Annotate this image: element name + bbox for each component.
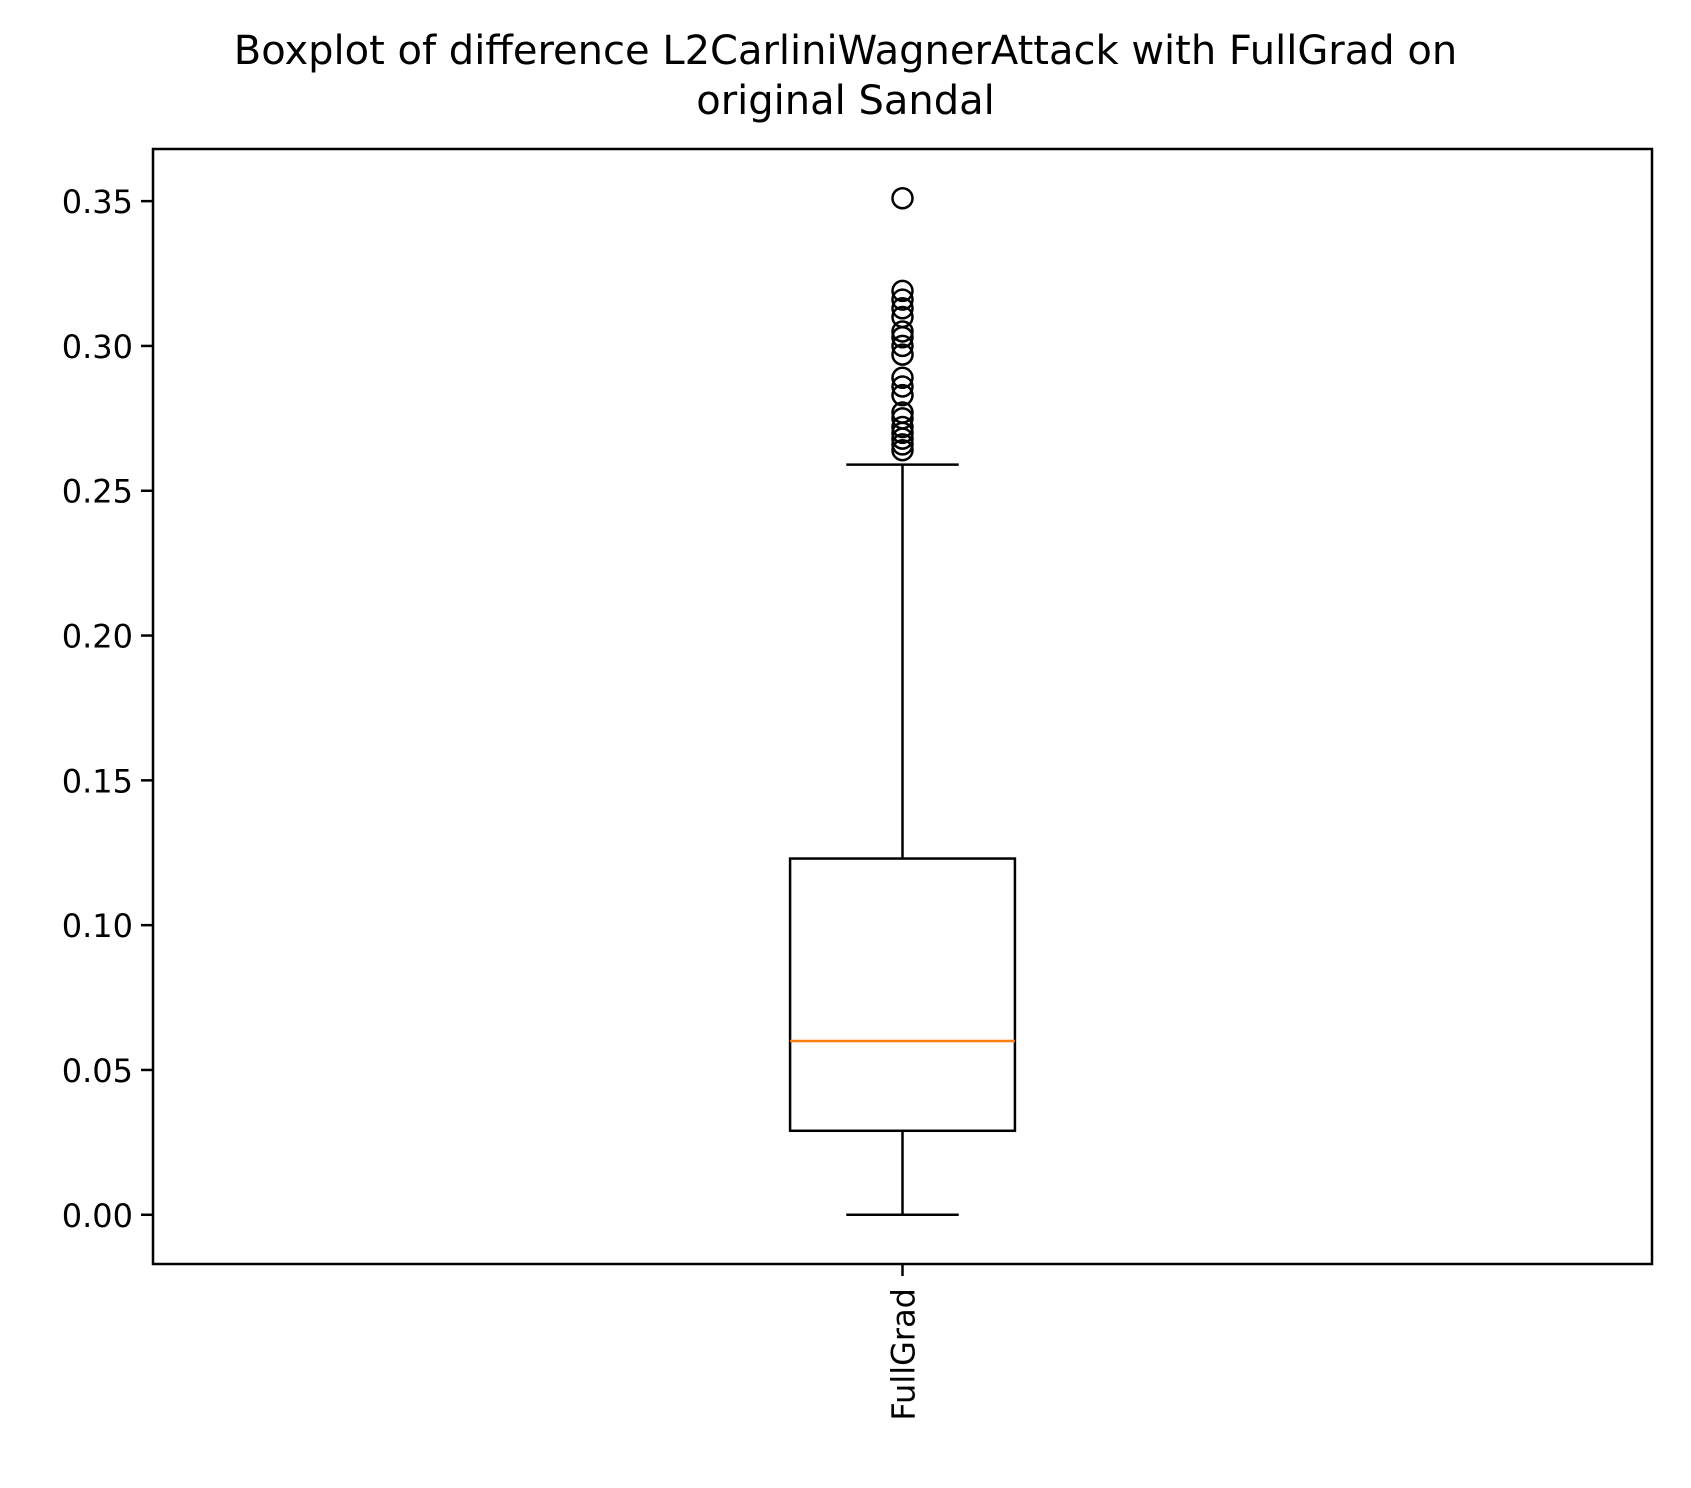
axes-frame [151, 147, 1654, 1266]
y-tick-label: 0.00 [62, 1197, 133, 1235]
outlier-point [891, 415, 914, 439]
outlier-point [891, 320, 914, 343]
outlier-point [891, 343, 914, 366]
outlier-point [891, 375, 914, 398]
y-tick-label: 0.25 [62, 473, 133, 511]
outlier-point [891, 334, 914, 358]
outlier-point [891, 279, 914, 303]
box-iqr [788, 857, 1017, 1133]
outlier-point [891, 438, 914, 462]
y-tick-label: 0.30 [62, 328, 133, 366]
y-axis: 0.00 0.05 0.10 0.15 0.20 0.25 0.30 0.35 [62, 183, 153, 1235]
outlier-point [891, 383, 914, 407]
chart-title-line-1: Boxplot of difference L2CarliniWagnerAtt… [233, 28, 1458, 74]
outlier-point [891, 366, 914, 390]
x-tick-label: FullGrad [885, 1288, 923, 1421]
outlier-point [891, 401, 914, 424]
x-axis: FullGrad [885, 1264, 923, 1421]
y-tick-label: 0.15 [62, 762, 133, 800]
chart-title-line-2: original Sandal [696, 78, 995, 124]
outlier-point [891, 407, 914, 430]
outlier-point [891, 433, 914, 456]
plot-area [788, 186, 1017, 1217]
y-tick-label: 0.20 [62, 618, 133, 656]
outlier-point [891, 186, 914, 210]
outlier-point [891, 305, 914, 329]
outlier-point [891, 288, 914, 311]
y-tick-label: 0.05 [62, 1052, 133, 1090]
outlier-point [891, 297, 914, 320]
y-tick-label: 0.35 [62, 183, 133, 221]
y-tick-label: 0.10 [62, 907, 133, 945]
